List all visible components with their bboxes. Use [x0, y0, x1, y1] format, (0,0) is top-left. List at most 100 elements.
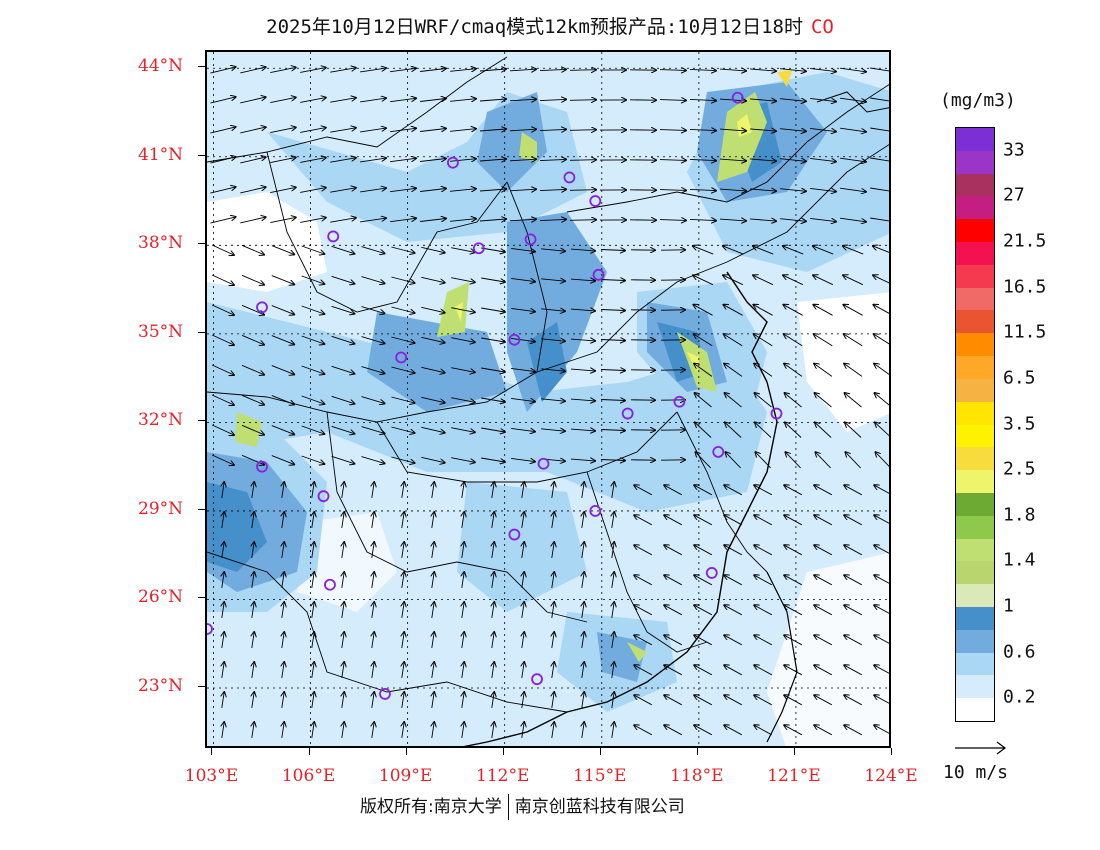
wind-arrow: [211, 454, 234, 465]
wind-arrow: [361, 336, 385, 344]
wind-arrow: [873, 305, 889, 314]
wind-arrow: [694, 695, 713, 706]
station-marker: [524, 233, 537, 246]
wind-arrow: [270, 187, 295, 194]
legend-label: 11.5: [1003, 321, 1047, 343]
wind-arrow: [814, 635, 833, 646]
wind-arrow: [634, 605, 653, 616]
longitude-tick: [211, 748, 213, 755]
wind-arrow: [300, 128, 326, 133]
wind-arrow: [723, 275, 744, 286]
wind-arrow: [372, 572, 374, 588]
wind-arrow: [664, 545, 683, 556]
wind-arrow: [509, 129, 536, 131]
wind-arrow: [693, 275, 714, 286]
wind-arrow: [694, 605, 713, 616]
wind-arrow: [481, 337, 505, 342]
wind-arrow: [421, 276, 444, 282]
wind-arrow: [451, 427, 475, 433]
wind-arrow: [522, 542, 524, 558]
wind-arrow: [450, 189, 476, 192]
wind-arrow: [664, 605, 683, 616]
wind-arrow: [361, 366, 385, 374]
wind-arrow: [689, 129, 716, 130]
wind-arrow: [511, 457, 535, 461]
longitude-label: 115°E: [573, 766, 627, 786]
wind-arrow: [552, 572, 554, 588]
wind-arrow: [479, 69, 506, 71]
wind-arrow: [612, 572, 614, 588]
wind-arrow: [814, 695, 833, 706]
wind-arrow: [451, 277, 475, 283]
wind-arrow: [481, 367, 505, 372]
wind-arrow: [402, 572, 404, 588]
wind-arrow: [612, 542, 614, 558]
latitude-tick: [198, 686, 205, 688]
latitude-label: 41°N: [138, 144, 184, 165]
wind-arrow: [282, 692, 284, 708]
wind-arrow: [784, 725, 803, 736]
wind-arrow: [240, 127, 265, 134]
wind-arrow: [659, 130, 686, 131]
wind-arrow: [695, 452, 711, 469]
wind-arrow: [462, 542, 464, 558]
legend-swatch: [956, 492, 994, 517]
wind-arrow: [241, 394, 264, 404]
wind-arrow: [600, 250, 625, 251]
wind-arrow: [634, 695, 653, 706]
legend-swatch: [956, 150, 994, 175]
wind-arrow: [552, 692, 554, 708]
station-marker: [770, 407, 783, 420]
longitude-label: 109°E: [378, 766, 433, 786]
wind-arrow: [391, 246, 414, 253]
station-marker: [563, 171, 576, 184]
wind-arrow: [331, 305, 355, 313]
wind-arrow: [664, 665, 683, 676]
station-marker: [324, 578, 336, 591]
wind-arrow: [813, 305, 833, 316]
station-marker: [256, 460, 268, 473]
legend-swatch: [956, 173, 994, 197]
legend-swatch: [956, 287, 994, 311]
latitude-tick: [198, 508, 205, 510]
wind-arrow: [634, 575, 653, 586]
wind-arrow: [252, 542, 254, 558]
longitude-label: 124°E: [864, 766, 918, 786]
wind-arrow: [874, 485, 889, 494]
wind-arrow: [783, 275, 804, 286]
wind-arrow: [522, 512, 524, 528]
wind-arrow: [360, 218, 386, 223]
wind-arrow: [342, 632, 344, 648]
monitoring-stations: [207, 91, 783, 700]
wind-arrow: [664, 725, 683, 736]
wind-arrow: [873, 246, 889, 253]
station-marker: [731, 91, 744, 104]
wind-arrow: [282, 512, 284, 528]
wind-arrow: [754, 665, 773, 676]
wind-arrow: [241, 304, 264, 314]
wind-arrow: [844, 515, 863, 526]
wind-arrow: [749, 189, 776, 191]
wind-arrow: [814, 545, 833, 556]
wind-arrow: [552, 482, 554, 498]
wind-arrow: [241, 364, 264, 374]
wind-arrow: [312, 482, 314, 498]
wind-arrow: [420, 219, 446, 222]
wind-arrow: [331, 395, 355, 403]
wind-arrow: [813, 275, 834, 286]
wind-arrow: [874, 545, 889, 554]
wind-arrow: [582, 512, 584, 528]
wind-arrow: [342, 482, 344, 498]
wind-arrow: [874, 575, 889, 584]
wind-arrow: [840, 217, 866, 222]
wind-arrow: [724, 575, 743, 586]
latitude-tick: [198, 243, 205, 245]
station-marker: [531, 673, 543, 686]
wind-arrow: [780, 99, 806, 102]
wind-arrow: [582, 692, 584, 708]
station-marker: [621, 407, 634, 420]
wind-arrow: [569, 160, 596, 161]
wind-arrow: [252, 572, 254, 588]
wind-arrow: [451, 457, 475, 463]
wind-arrow: [844, 695, 863, 706]
